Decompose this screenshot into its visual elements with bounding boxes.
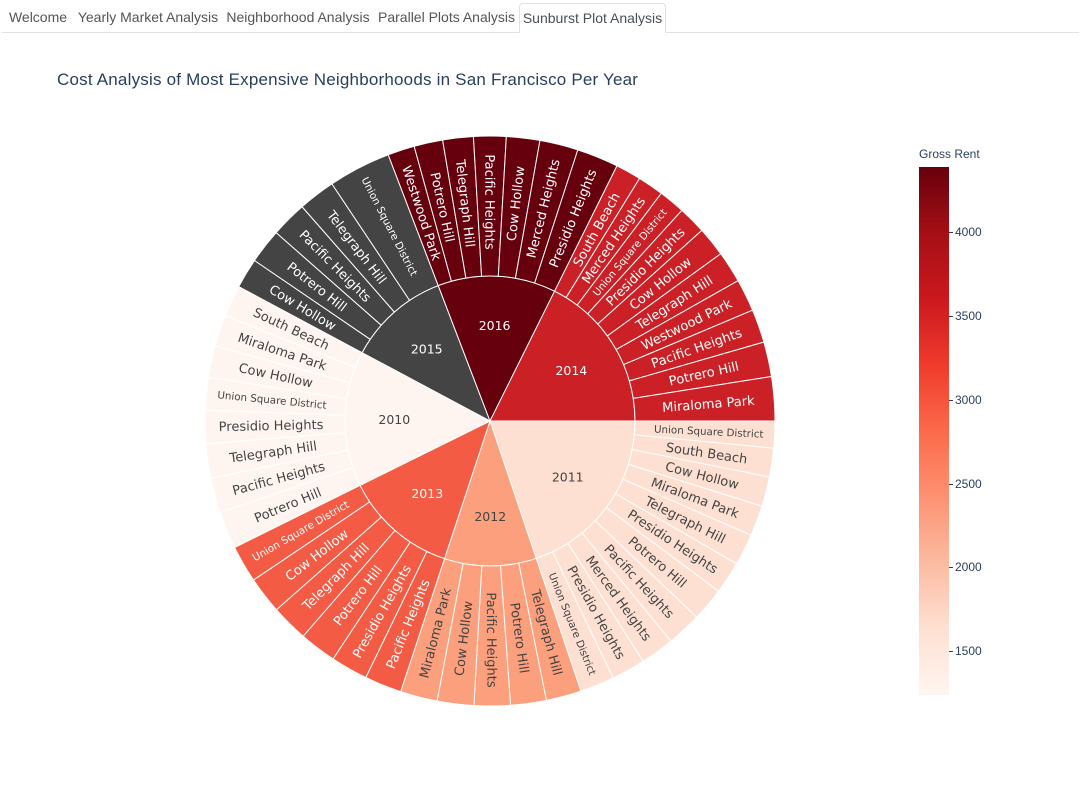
sunburst-year-label: 2014 bbox=[555, 363, 587, 378]
sunburst-segment-label: Union Square District bbox=[654, 423, 764, 440]
sunburst-year-label: 2013 bbox=[411, 486, 443, 501]
tab-yearly-market-analysis[interactable]: Yearly Market Analysis bbox=[77, 9, 219, 25]
colorbar-tick-label: 2500 bbox=[955, 476, 982, 491]
sunburst-segment-label: Pacific Heights bbox=[481, 154, 496, 249]
colorbar-tick-mark bbox=[949, 316, 953, 318]
colorbar-gradient bbox=[919, 167, 949, 695]
sunburst-year-label: 2010 bbox=[378, 412, 410, 427]
colorbar-tick-mark bbox=[949, 232, 953, 234]
tab-welcome[interactable]: Welcome bbox=[8, 9, 68, 25]
sunburst-segment-label: Pacific Heights bbox=[483, 592, 499, 688]
sunburst-segment-label: Miraloma Park bbox=[662, 394, 756, 416]
tab-parallel-plots-analysis[interactable]: Parallel Plots Analysis bbox=[378, 9, 515, 25]
tab-bar: Welcome Yearly Market Analysis Neighborh… bbox=[2, 3, 1079, 33]
sunburst-segment-2014-miraloma-park[interactable] bbox=[632, 375, 776, 422]
colorbar-tick-mark bbox=[949, 567, 953, 569]
sunburst-year-label: 2011 bbox=[552, 469, 584, 484]
colorbar-tick-mark bbox=[949, 483, 953, 485]
sunburst-year-label: 2012 bbox=[474, 509, 506, 524]
colorbar-tick-label: 1500 bbox=[955, 644, 982, 659]
colorbar-tick-mark bbox=[949, 399, 953, 401]
tab-sunburst-plot-analysis[interactable]: Sunburst Plot Analysis bbox=[519, 3, 666, 33]
sunburst-segment-label: Presidio Heights bbox=[219, 418, 324, 435]
tab-neighborhood-analysis[interactable]: Neighborhood Analysis bbox=[226, 9, 370, 25]
colorbar-title: Gross Rent bbox=[919, 147, 980, 161]
chart-title: Cost Analysis of Most Expensive Neighbor… bbox=[57, 70, 639, 89]
colorbar-tick-label: 3000 bbox=[955, 392, 982, 407]
colorbar-tick-label: 4000 bbox=[955, 225, 982, 240]
colorbar-tick-mark bbox=[949, 651, 953, 653]
sunburst-year-label: 2016 bbox=[479, 318, 511, 333]
sunburst-year-label: 2015 bbox=[411, 342, 443, 357]
colorbar-tick-label: 3500 bbox=[955, 309, 982, 324]
colorbar-tick-label: 2000 bbox=[955, 560, 982, 575]
